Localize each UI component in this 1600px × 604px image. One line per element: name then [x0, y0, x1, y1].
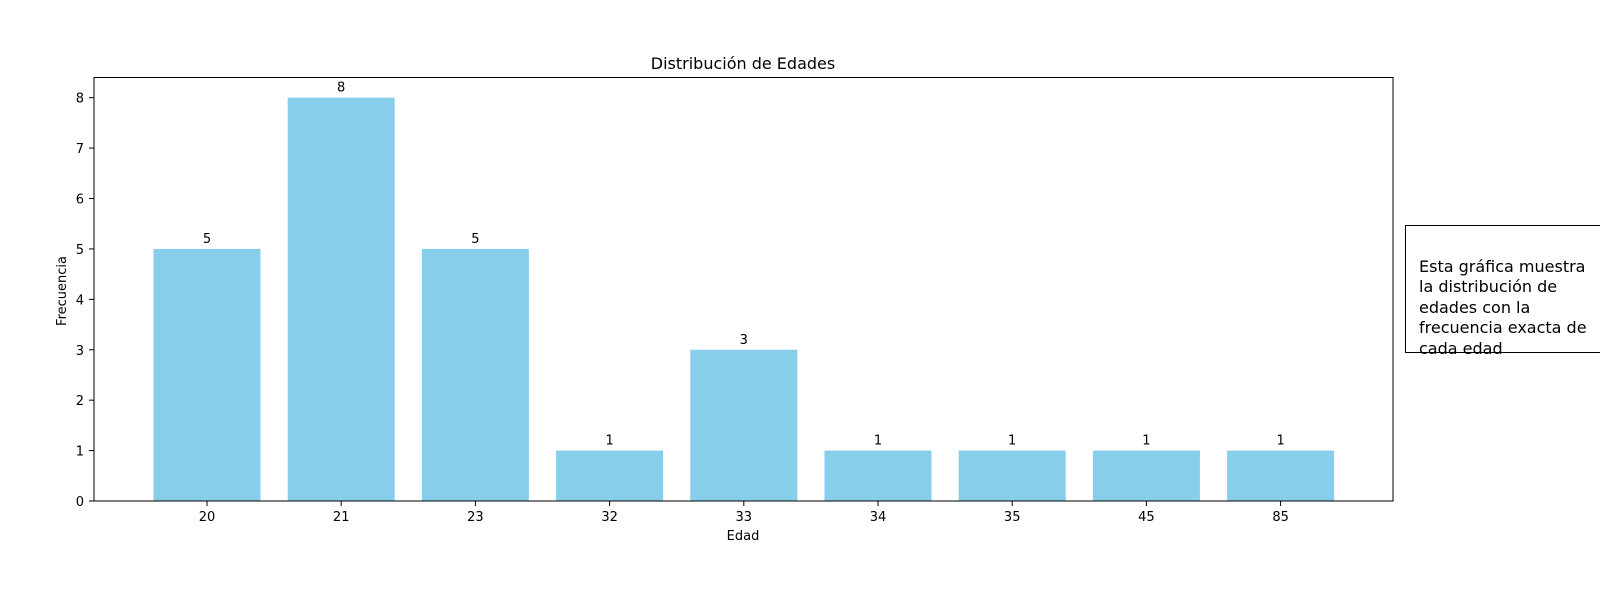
bar-33 — [690, 349, 798, 501]
y-tick-label-7: 7 — [76, 142, 84, 157]
x-tick-label-45: 45 — [1138, 510, 1155, 525]
data-label-32: 1 — [605, 434, 613, 449]
data-label-34: 1 — [874, 434, 882, 449]
bar-85 — [1227, 450, 1335, 501]
data-label-85: 1 — [1276, 434, 1284, 449]
y-axis: 0 1 2 3 4 5 6 7 8 — [76, 92, 94, 510]
x-tick-label-34: 34 — [870, 510, 887, 525]
x-tick-label-23: 23 — [467, 510, 484, 525]
x-tick-label-35: 35 — [1004, 510, 1021, 525]
data-label-35: 1 — [1008, 434, 1016, 449]
bar-20 — [153, 248, 261, 501]
x-tick-label-21: 21 — [333, 510, 350, 525]
y-tick-label-8: 8 — [76, 92, 84, 107]
y-tick-label-0: 0 — [76, 495, 84, 510]
y-tick-label-2: 2 — [76, 394, 84, 409]
x-tick-label-32: 32 — [601, 510, 618, 525]
bar-23 — [421, 248, 529, 501]
x-tick-label-33: 33 — [736, 510, 753, 525]
data-labels-layer: 5 8 5 1 3 1 1 1 1 — [203, 81, 1285, 449]
y-tick-label-3: 3 — [76, 344, 84, 359]
bar-34 — [824, 450, 932, 501]
x-tick-label-20: 20 — [199, 510, 216, 525]
plot-frame — [93, 77, 1394, 502]
bar-21 — [287, 97, 395, 502]
data-label-20: 5 — [203, 232, 211, 247]
y-tick-label-5: 5 — [76, 243, 84, 258]
chart-title: Distribución de Edades — [651, 54, 835, 73]
x-tick-label-85: 85 — [1272, 510, 1289, 525]
bar-35 — [958, 450, 1066, 501]
bars-layer — [153, 97, 1335, 502]
bar-32 — [556, 450, 664, 501]
y-tick-label-1: 1 — [76, 445, 84, 460]
x-axis-label: Edad — [727, 529, 760, 544]
data-label-45: 1 — [1142, 434, 1150, 449]
data-label-33: 3 — [740, 333, 748, 348]
y-tick-label-4: 4 — [76, 293, 84, 308]
y-axis-label: Frecuencia — [55, 256, 70, 326]
annotation-text: Esta gráfica muestra la distribución de … — [1419, 256, 1587, 358]
bar-45 — [1092, 450, 1200, 501]
data-label-21: 8 — [337, 81, 345, 96]
annotation-box: Esta gráfica muestra la distribución de … — [1405, 225, 1600, 358]
data-label-23: 5 — [471, 232, 479, 247]
y-tick-label-6: 6 — [76, 193, 84, 208]
x-axis: 20 21 23 32 33 34 35 45 85 — [199, 501, 1289, 525]
